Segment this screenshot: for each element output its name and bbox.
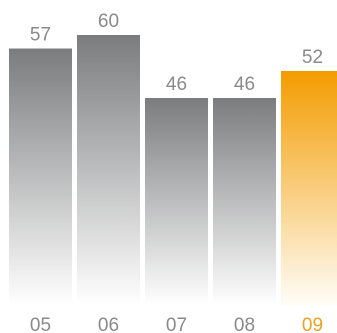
x-tick-labels-group: 05 06 07 08 09	[30, 315, 323, 333]
value-label-07: 46	[166, 74, 187, 95]
x-tick-label-06: 06	[98, 315, 119, 333]
bars-group	[9, 35, 337, 305]
value-label-05: 57	[30, 25, 51, 46]
bar-06	[77, 35, 140, 305]
value-labels-group: 57 60 46 46 52	[30, 11, 323, 95]
value-label-08: 46	[234, 74, 255, 95]
value-label-09: 52	[302, 47, 323, 68]
x-tick-label-07: 07	[166, 315, 187, 333]
x-tick-label-09: 09	[302, 315, 323, 333]
x-tick-label-08: 08	[234, 315, 255, 333]
x-tick-label-05: 05	[30, 315, 51, 333]
bar-08	[213, 98, 276, 305]
bar-09	[281, 71, 337, 305]
bar-05	[9, 48, 72, 305]
bar-07	[145, 98, 208, 305]
value-label-06: 60	[98, 11, 119, 32]
